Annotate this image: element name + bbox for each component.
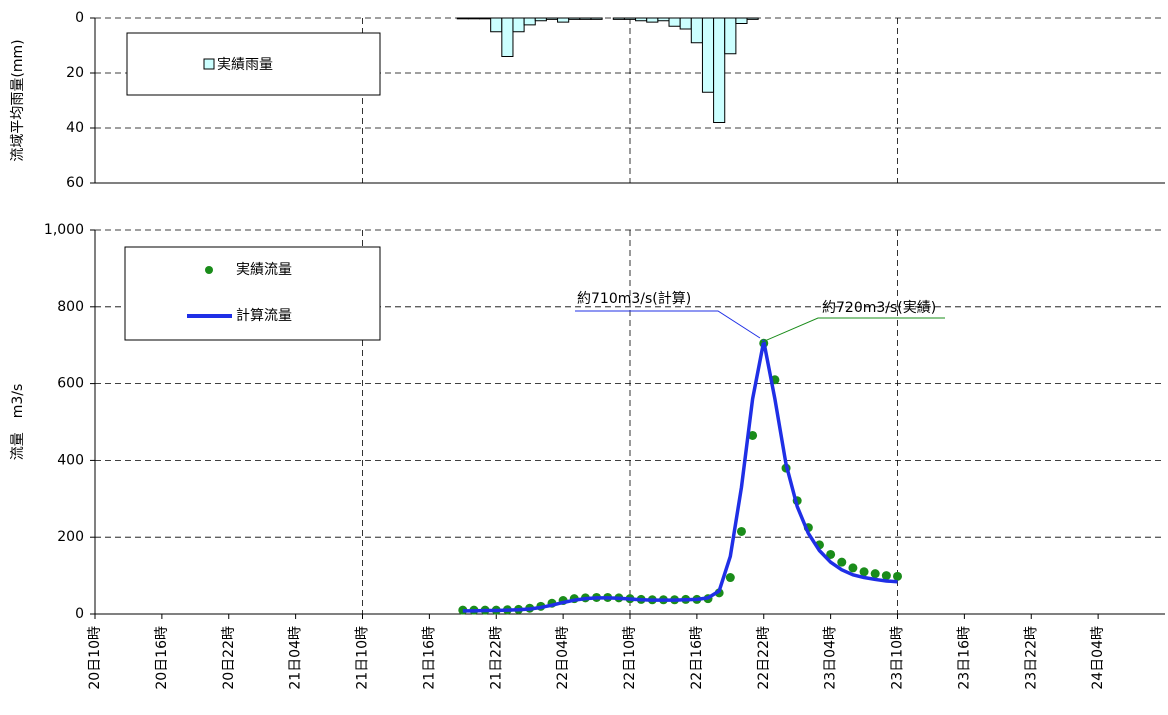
x-tick-label: 22日10時	[622, 626, 638, 690]
bar	[490, 17, 503, 33]
y-tick-label: 0	[75, 10, 84, 26]
flow-point	[748, 430, 758, 440]
y-tick-label: 400	[57, 452, 84, 468]
bar	[501, 17, 514, 57]
bar	[679, 17, 692, 30]
bar	[701, 17, 715, 93]
y-tick-label: 800	[57, 299, 84, 315]
bar	[713, 17, 726, 123]
legend-box	[124, 246, 381, 341]
bar	[724, 17, 737, 55]
x-tick-label: 21日04時	[288, 626, 304, 690]
x-tick-label: 22日04時	[555, 626, 571, 690]
legend-label: 実績雨量	[217, 57, 273, 73]
legend-swatch	[205, 266, 213, 274]
y-tick-label: 200	[57, 529, 84, 545]
flow-point	[826, 549, 836, 559]
bar	[612, 17, 625, 20]
y-tick-label: 0	[75, 606, 84, 622]
bar	[735, 17, 748, 24]
bar	[568, 17, 581, 20]
bar	[523, 17, 536, 26]
legend-label: 計算流量	[236, 308, 292, 324]
bar	[746, 17, 759, 20]
x-tick-label: 23日22時	[1023, 626, 1039, 690]
leader-line	[575, 310, 761, 339]
y-axis-label: 流域平均雨量(mm)	[10, 39, 26, 161]
bar	[467, 17, 481, 20]
y-axis-label: 流量 m3/s	[10, 384, 26, 461]
y-tick-label: 1,000	[44, 222, 84, 238]
x-tick-label: 23日16時	[956, 626, 972, 690]
y-tick-label: 600	[57, 376, 84, 392]
bar	[623, 17, 637, 20]
x-tick-label: 24日04時	[1090, 626, 1106, 690]
x-tick-label: 20日22時	[221, 626, 237, 690]
bar	[635, 17, 648, 22]
y-tick-label: 20	[66, 65, 84, 81]
x-tick-label: 23日04時	[823, 626, 839, 690]
flow-point	[725, 573, 735, 583]
x-tick-label: 21日16時	[421, 626, 437, 690]
flow-point	[893, 571, 902, 581]
bar	[657, 17, 670, 22]
x-tick-label: 20日16時	[154, 626, 170, 690]
bar	[456, 17, 469, 20]
leader-line	[759, 317, 945, 344]
bar	[646, 17, 659, 23]
bar	[668, 17, 681, 27]
bar	[479, 17, 492, 20]
flow-point	[870, 569, 880, 579]
bar	[590, 17, 603, 20]
legend-label: 実績流量	[236, 262, 292, 278]
flow-point	[881, 571, 891, 581]
flow-point	[848, 563, 858, 573]
bar	[690, 17, 703, 44]
bar	[545, 17, 559, 20]
bar	[534, 17, 547, 22]
x-tick-label: 21日22時	[488, 626, 504, 690]
annotation: 約720m3/s(実績)	[822, 300, 936, 316]
legend-swatch	[203, 58, 215, 70]
bar	[579, 17, 592, 20]
flow-point	[859, 567, 869, 577]
annotation: 約710m3/s(計算)	[577, 291, 691, 307]
flow-point	[736, 526, 746, 536]
x-tick-label: 21日10時	[355, 626, 371, 690]
y-tick-label: 60	[66, 175, 84, 191]
x-tick-label: 22日22時	[756, 626, 772, 690]
flow-line	[462, 339, 898, 613]
flow-point	[837, 557, 847, 567]
legend-box	[126, 32, 381, 96]
x-tick-label: 22日16時	[689, 626, 705, 690]
x-tick-label: 23日10時	[890, 626, 906, 690]
bar	[557, 17, 570, 23]
x-tick-label: 20日10時	[87, 626, 103, 690]
bar	[512, 17, 525, 33]
y-tick-label: 40	[66, 120, 84, 136]
